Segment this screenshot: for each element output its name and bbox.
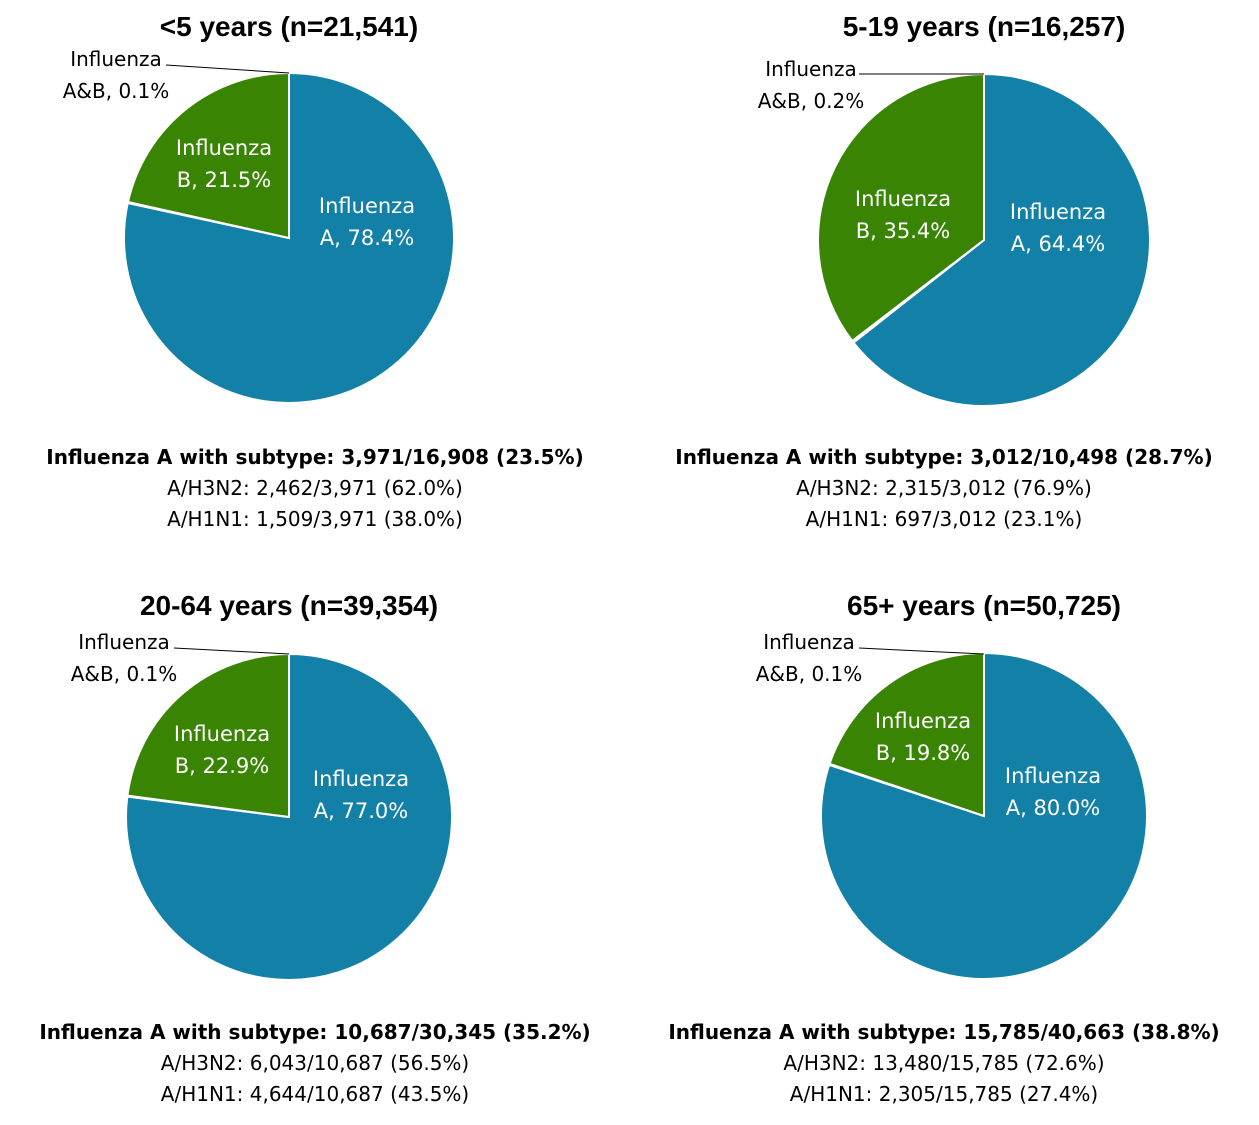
callout-ab-line2: A&B, 0.1% xyxy=(756,662,863,686)
slice-label-a-line2: A, 64.4% xyxy=(1011,232,1105,256)
pie-slices xyxy=(125,652,453,981)
pie-slice-influenza-b xyxy=(126,71,290,240)
pie-chart-65-plus: 65+ years (n=50,725) Influenza A&B, 0.1%… xyxy=(756,590,1148,980)
callout-leader-line xyxy=(165,64,290,74)
slice-label-b-line2: B, 35.4% xyxy=(856,219,950,243)
subtype-summary: Influenza A with subtype: 10,687/30,345 … xyxy=(0,1017,630,1110)
callout-leader-line xyxy=(858,647,985,655)
subtype-header: Influenza A with subtype: 3,012/10,498 (… xyxy=(675,445,1213,469)
subtype-summary: Influenza A with subtype: 15,785/40,663 … xyxy=(629,1017,1259,1110)
pie-slice-influenza-b xyxy=(828,651,985,818)
chart-title: 5-19 years (n=16,257) xyxy=(843,11,1126,42)
h1n1-stat: A/H1N1: 697/3,012 (23.1%) xyxy=(805,507,1083,531)
callout-ab-line1: Influenza xyxy=(78,630,170,654)
callout-ab-line1: Influenza xyxy=(763,630,855,654)
slice-label-b-line1: Influenza xyxy=(174,722,270,746)
slice-label-a-line2: A, 80.0% xyxy=(1006,796,1100,820)
chart-panel-20-64: 20-64 years (n=39,354) Influenza A&B, 0.… xyxy=(0,570,630,1125)
subtype-summary: Influenza A with subtype: 3,971/16,908 (… xyxy=(0,442,630,535)
subtype-header: Influenza A with subtype: 15,785/40,663 … xyxy=(668,1020,1220,1044)
chart-panel-under-5: <5 years (n=21,541) Influenza A&B, 0.1% … xyxy=(0,0,630,555)
pie-slice-influenza-a xyxy=(125,652,453,981)
slice-label-b-line2: B, 21.5% xyxy=(177,168,271,192)
pie-slices xyxy=(817,72,1151,407)
h1n1-stat: A/H1N1: 1,509/3,971 (38.0%) xyxy=(167,507,463,531)
pie-chart-5-19: 5-19 years (n=16,257) Influenza A&B, 0.2… xyxy=(758,11,1151,407)
slice-label-a-line1: Influenza xyxy=(1005,764,1101,788)
pie-chart-under-5: <5 years (n=21,541) Influenza A&B, 0.1% … xyxy=(63,11,455,404)
pie-slices xyxy=(123,71,455,404)
h1n1-stat: A/H1N1: 4,644/10,687 (43.5%) xyxy=(160,1082,470,1106)
chart-title: <5 years (n=21,541) xyxy=(160,11,418,42)
pie-slice-influenza-b xyxy=(126,652,290,819)
slice-label-a-line2: A, 77.0% xyxy=(314,799,408,823)
slice-label-a-line1: Influenza xyxy=(313,767,409,791)
slice-label-b-line1: Influenza xyxy=(176,136,272,160)
pie-slice-influenza-a xyxy=(819,651,1148,980)
h3n2-stat: A/H3N2: 2,315/3,012 (76.9%) xyxy=(796,476,1092,500)
pie-slices xyxy=(819,651,1148,980)
callout-ab-line2: A&B, 0.2% xyxy=(758,89,865,113)
callout-leader-line xyxy=(173,647,290,655)
h3n2-stat: A/H3N2: 2,462/3,971 (62.0%) xyxy=(167,476,463,500)
slice-label-b-line2: B, 22.9% xyxy=(175,754,269,778)
h3n2-stat: A/H3N2: 13,480/15,785 (72.6%) xyxy=(783,1051,1105,1075)
slice-label-a-line1: Influenza xyxy=(319,194,415,218)
chart-title: 65+ years (n=50,725) xyxy=(847,590,1121,621)
callout-ab-line2: A&B, 0.1% xyxy=(63,79,170,103)
callout-ab-line1: Influenza xyxy=(765,57,857,81)
chart-title: 20-64 years (n=39,354) xyxy=(140,590,438,621)
chart-panel-65-plus: 65+ years (n=50,725) Influenza A&B, 0.1%… xyxy=(629,570,1259,1125)
pie-slice-influenza-b xyxy=(817,72,985,343)
subtype-header: Influenza A with subtype: 10,687/30,345 … xyxy=(39,1020,591,1044)
pie-chart-20-64: 20-64 years (n=39,354) Influenza A&B, 0.… xyxy=(71,590,453,981)
callout-ab-line2: A&B, 0.1% xyxy=(71,662,178,686)
slice-label-a-line2: A, 78.4% xyxy=(320,226,414,250)
pie-slice-influenza-a xyxy=(852,72,1151,407)
slice-label-b-line1: Influenza xyxy=(855,187,951,211)
subtype-header: Influenza A with subtype: 3,971/16,908 (… xyxy=(46,445,584,469)
callout-ab-line1: Influenza xyxy=(70,47,162,71)
slice-label-a-line1: Influenza xyxy=(1010,200,1106,224)
h1n1-stat: A/H1N1: 2,305/15,785 (27.4%) xyxy=(789,1082,1099,1106)
slice-label-b-line1: Influenza xyxy=(875,709,971,733)
chart-panel-5-19: 5-19 years (n=16,257) Influenza A&B, 0.2… xyxy=(629,0,1259,555)
subtype-summary: Influenza A with subtype: 3,012/10,498 (… xyxy=(629,442,1259,535)
h3n2-stat: A/H3N2: 6,043/10,687 (56.5%) xyxy=(160,1051,470,1075)
slice-label-b-line2: B, 19.8% xyxy=(876,741,970,765)
